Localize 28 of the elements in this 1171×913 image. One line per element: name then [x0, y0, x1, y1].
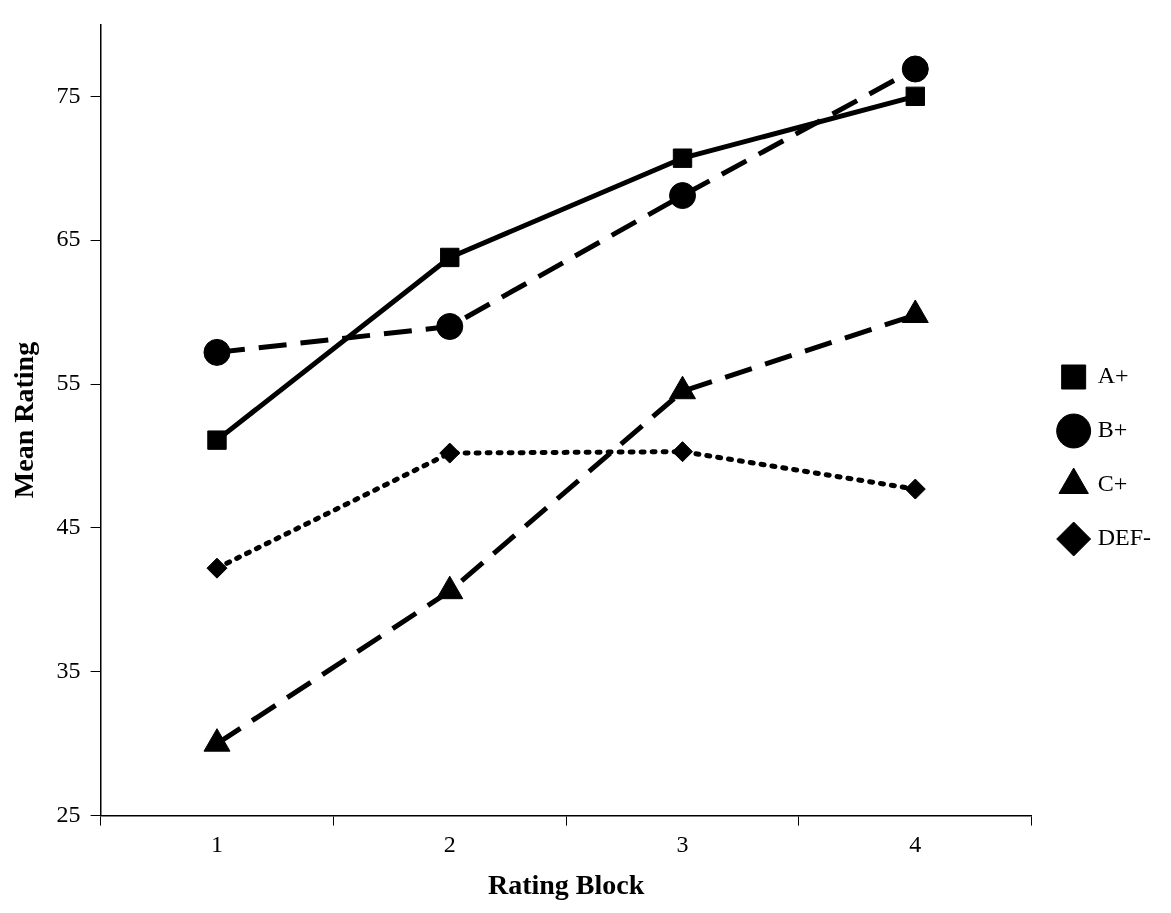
- x-tick-label: 2: [443, 831, 456, 858]
- y-tick-label: 25: [56, 800, 81, 827]
- point: [905, 86, 925, 107]
- point: [206, 557, 228, 579]
- y-tick-label: 55: [56, 369, 81, 396]
- x-tick-label: 3: [676, 831, 689, 858]
- x-tick-label: 1: [210, 831, 223, 858]
- point: [207, 430, 227, 450]
- point: [203, 338, 231, 366]
- point: [669, 182, 697, 210]
- legend-label: DEF-: [1097, 524, 1152, 551]
- legend-label: C+: [1097, 470, 1128, 497]
- point: [439, 442, 461, 464]
- point: [904, 478, 926, 500]
- point: [436, 313, 464, 340]
- x-axis-title: Rating Block: [487, 869, 645, 901]
- y-tick-label: 45: [56, 513, 81, 540]
- y-tick-label: 75: [56, 81, 81, 108]
- y-tick-label: 35: [56, 657, 81, 684]
- x-tick-label: 4: [909, 831, 922, 858]
- point: [672, 441, 694, 463]
- legend-label: B+: [1097, 416, 1128, 443]
- y-axis-title: Mean Rating: [8, 341, 40, 499]
- legend-label: A+: [1097, 362, 1129, 389]
- point: [440, 247, 460, 268]
- point: [901, 55, 929, 83]
- y-tick-label: 65: [56, 225, 81, 252]
- point: [672, 148, 693, 168]
